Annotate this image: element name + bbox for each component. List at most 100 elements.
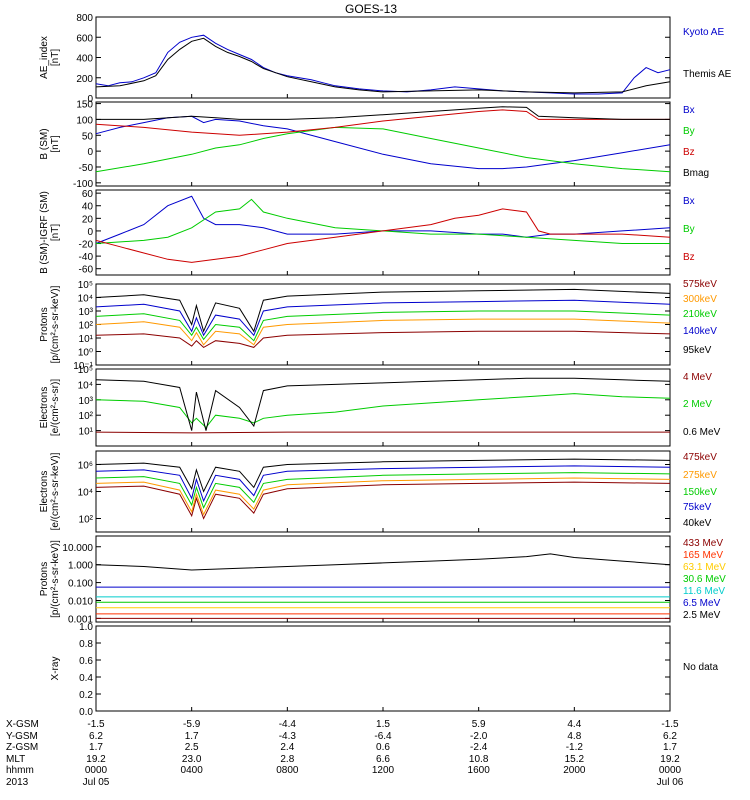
y-axis-label: [nT] (50, 224, 61, 241)
x-row-value: 1200 (372, 765, 395, 776)
y-tick-label: 10¹ (79, 427, 94, 438)
y-axis-label: [p/(cm²-s-sr-keV)] (50, 540, 61, 618)
panel-ae-index: 0 200 400 600 800 AE_index [nT] Kyoto AE Themis … (39, 13, 732, 105)
y-axis-label: Electrons (39, 387, 50, 429)
legend-label: 0.6 MeV (683, 427, 721, 438)
y-axis-label: [nT] (50, 49, 61, 66)
y-tick-label: 800 (76, 13, 93, 24)
y-tick-label: 10³ (79, 307, 94, 318)
panel-frame (95, 450, 671, 533)
x-row-value: -2.4 (470, 742, 488, 753)
x-row-value: 1600 (468, 765, 491, 776)
legend-label: 150keV (683, 487, 717, 498)
x-row-value: -1.5 (87, 719, 105, 730)
y-tick-label: 50 (82, 131, 94, 142)
series-line-75kev (95, 465, 671, 503)
legend-label: 6.5 MeV (683, 598, 721, 609)
x-row-label: X-GSM (6, 719, 39, 730)
panel-protons-low: 10⁻¹ 10⁰ 10¹ 10² 10³ 10⁴ 10⁵ Protons [p/(cm²-s-s… (39, 279, 717, 372)
x-row-label: hhmm (6, 765, 34, 776)
series-line-95kev (95, 288, 671, 333)
y-axis-label: [e/(cm²-s-sr-keV)] (50, 452, 61, 530)
series-line-by (95, 126, 671, 173)
y-tick-label: -40 (79, 252, 94, 263)
x-row-label: MLT (6, 754, 25, 765)
panel-frame (95, 189, 671, 276)
y-tick-label: 1.0 (79, 622, 93, 633)
series-line-2-mev (95, 393, 671, 429)
x-row-value: 6.2 (89, 731, 103, 742)
x-row-value: 4.4 (567, 719, 581, 730)
x-row-label: Z-GSM (6, 742, 38, 753)
series-line-2-5-mev (95, 553, 671, 571)
x-row-value: 0000 (659, 765, 682, 776)
x-row-value: 1.7 (89, 742, 103, 753)
y-tick-label: 150 (76, 100, 93, 111)
x-row-value: 2.4 (280, 742, 294, 753)
x-row-value: 23.0 (182, 754, 202, 765)
y-tick-label: 20 (82, 214, 94, 225)
y-tick-label: 0.100 (68, 579, 93, 590)
x-row-value: 6.6 (376, 754, 390, 765)
y-tick-label: 0.8 (79, 639, 93, 650)
x-row-value: 6.2 (663, 731, 677, 742)
y-tick-label: -60 (79, 265, 94, 276)
y-tick-label: 60 (82, 189, 94, 200)
x-row-value: Jul 06 (657, 777, 684, 788)
series-line-themis-ae (95, 37, 671, 94)
x-row-value: -1.2 (566, 742, 584, 753)
legend-label: By (683, 126, 695, 137)
y-tick-label: 0.2 (79, 690, 93, 701)
y-tick-label: 10⁰ (78, 348, 93, 359)
y-tick-label: 10⁴ (78, 380, 93, 391)
legend-label: Bz (683, 147, 695, 158)
x-row-value: 1.7 (663, 742, 677, 753)
y-axis-label: [nT] (50, 135, 61, 152)
legend-label: 11.6 MeV (683, 586, 725, 597)
y-axis-label: Protons (39, 307, 50, 341)
no-data-annotation: No data (683, 662, 718, 673)
x-row-value: -4.3 (279, 731, 297, 742)
legend-label: 75keV (683, 502, 712, 513)
legend-label: 275keV (683, 470, 717, 481)
y-tick-label: -20 (79, 240, 94, 251)
x-row-value: 0400 (181, 765, 204, 776)
series-line-bz (95, 208, 671, 263)
legend-label: 210keV (683, 309, 717, 320)
y-tick-label: 1.000 (68, 561, 93, 572)
y-axis-label: [p/(cm²-s-sr-keV)] (50, 285, 61, 363)
y-tick-label: -100 (73, 179, 93, 190)
series-line-150kev (95, 472, 671, 509)
x-row-value: 10.8 (469, 754, 489, 765)
x-row-value: 1.7 (185, 731, 199, 742)
y-tick-label: 100 (76, 115, 93, 126)
legend-label: Kyoto AE (683, 27, 724, 38)
y-axis-label: AE_index (39, 36, 50, 79)
y-tick-label: 0.6 (79, 656, 93, 667)
series-line-bx (95, 115, 671, 170)
legend-label: 2 MeV (683, 399, 712, 410)
panel-x-ray: 0.0 0.2 0.4 0.6 0.8 1.0 X-ray No data (50, 622, 718, 718)
legend-label: 475keV (683, 452, 717, 463)
y-tick-label: 10³ (79, 396, 94, 407)
legend-label: 575keV (683, 279, 717, 290)
y-tick-label: 0 (87, 227, 93, 238)
x-row-value: 4.8 (567, 731, 581, 742)
y-tick-label: 10⁴ (78, 488, 93, 499)
series-line-0-6-mev (95, 377, 671, 431)
y-axis-label: B (SM)-IGRF (SM) (39, 191, 50, 274)
series-line-kyoto-ae (95, 34, 671, 95)
y-tick-label: 10⁵ (78, 365, 93, 376)
legend-label: By (683, 224, 695, 235)
legend-label: 165 MeV (683, 550, 723, 561)
y-tick-label: 10² (79, 411, 94, 422)
y-axis-label: [e/(cm²-s-sr)] (50, 379, 61, 436)
y-tick-label: 10⁻¹ (73, 361, 93, 372)
x-row-value: -6.4 (374, 731, 392, 742)
y-axis-label: Electrons (39, 471, 50, 513)
x-row-value: -5.9 (183, 719, 201, 730)
series-line-475kev (95, 481, 671, 520)
series-line-bz (95, 109, 670, 136)
x-row-value: Jul 05 (83, 777, 110, 788)
